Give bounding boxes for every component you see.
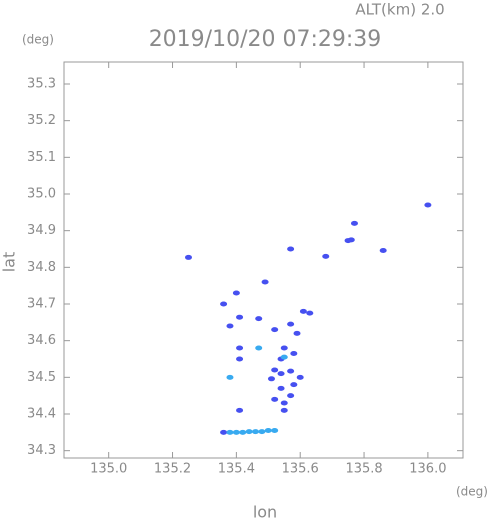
chart-title: 2019/10/20 07:29:39 <box>149 27 382 52</box>
echo-cell <box>267 376 275 382</box>
echo-cell <box>255 316 263 322</box>
echo-cell <box>424 202 432 208</box>
x-tick-label: 135.2 <box>154 462 191 477</box>
echo-cell <box>239 429 247 435</box>
echo-cell <box>220 429 228 435</box>
y-tick-label: 34.5 <box>27 370 56 385</box>
echo-cell <box>236 345 244 351</box>
echo-cell <box>290 351 298 356</box>
y-tick-label: 35.2 <box>27 113 56 128</box>
x-tick-label: 135.0 <box>90 462 127 477</box>
echo-cell <box>271 327 279 333</box>
y-tick-label: 34.4 <box>27 407 56 422</box>
echo-cell <box>232 290 240 296</box>
echo-cell <box>236 407 244 413</box>
echo-cell <box>287 393 295 399</box>
echo-cell <box>226 374 234 380</box>
x-tick-label: 135.6 <box>282 462 319 477</box>
echo-cell <box>271 367 279 373</box>
echo-cell <box>350 220 358 226</box>
y-tick-label: 34.7 <box>27 297 56 312</box>
y-tick-label: 34.3 <box>27 443 56 458</box>
y-tick-label: 34.9 <box>27 223 56 238</box>
x-tick-label: 136.0 <box>409 462 446 477</box>
echo-cell <box>280 354 288 360</box>
echo-cell <box>220 301 228 307</box>
altitude-label: ALT(km) 2.0 <box>355 1 444 19</box>
echo-cell <box>252 429 260 435</box>
echo-cell <box>290 382 298 388</box>
x-axis-label: lon <box>253 503 277 522</box>
echo-cell <box>271 428 279 433</box>
echo-cell <box>277 371 285 377</box>
y-tick-label: 34.6 <box>27 333 56 348</box>
echo-cell <box>322 253 330 259</box>
echo-cell <box>287 368 295 374</box>
y-tick-label: 35.1 <box>27 150 56 165</box>
y-tick-label: 35.3 <box>27 77 56 92</box>
echo-cell <box>261 279 269 285</box>
echo-cell <box>245 429 253 435</box>
echo-cell <box>306 310 314 316</box>
echo-cell <box>299 308 307 314</box>
echo-cell <box>379 247 387 253</box>
echo-cell <box>236 356 244 362</box>
echo-cell <box>347 237 355 243</box>
echo-cell <box>287 321 295 327</box>
echo-cell <box>255 345 263 351</box>
echo-cell <box>277 385 285 391</box>
echo-cell <box>280 407 288 413</box>
echo-cell <box>280 400 288 406</box>
y-tick-label: 35.0 <box>27 187 56 202</box>
echo-cell <box>296 374 304 380</box>
x-unit: (deg) <box>456 485 488 499</box>
echo-cell <box>293 330 301 336</box>
x-tick-label: 135.4 <box>218 462 255 477</box>
echo-cell <box>271 396 279 402</box>
echo-cell <box>226 429 234 435</box>
echo-cell <box>264 428 272 433</box>
echo-cell <box>232 429 240 435</box>
echo-cell <box>184 254 192 260</box>
echo-cell <box>287 246 295 252</box>
y-tick-label: 34.8 <box>27 260 56 275</box>
y-unit: (deg) <box>22 33 54 47</box>
echo-cell <box>226 323 234 329</box>
echo-cell <box>280 345 288 351</box>
x-tick-label: 135.8 <box>345 462 382 477</box>
echo-cell <box>236 314 244 320</box>
echo-cell <box>258 429 266 435</box>
plot-frame <box>63 61 464 459</box>
y-axis-label: lat <box>0 252 19 273</box>
